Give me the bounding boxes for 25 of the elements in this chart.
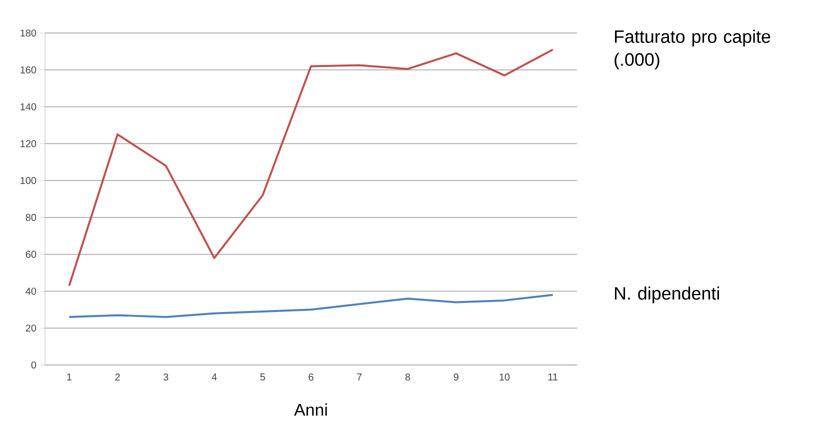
y-tick-label: 180: [20, 29, 36, 37]
x-tick-label: 7: [357, 374, 362, 380]
x-tick-label: 4: [212, 374, 217, 380]
x-tick-label: 5: [260, 374, 265, 380]
x-tick-label: 9: [454, 374, 458, 381]
y-tick-label: 140: [20, 103, 36, 110]
x-tick-label: 1: [67, 374, 72, 380]
x-tick-label: 2: [115, 374, 120, 380]
text: N. dipendenti: [614, 286, 719, 304]
x-axis-title: Anni: [294, 403, 327, 416]
y-tick-label: 80: [26, 214, 36, 221]
x-tick-label: 11: [548, 374, 558, 380]
y-tick-label: 100: [20, 177, 36, 184]
x-tick-label: 3: [164, 374, 168, 381]
text: Fatturato pro capite (.000): [614, 30, 770, 70]
y-tick-label: 160: [20, 66, 36, 74]
y-tick-label: 40: [26, 288, 36, 295]
x-tick-label: 6: [308, 374, 314, 381]
x-tick-label: 10: [500, 374, 510, 381]
line-series: [68, 48, 554, 287]
y-tick-label: 120: [20, 140, 36, 148]
y-tick-label: 60: [26, 250, 36, 258]
x-tick-label: 8: [405, 374, 410, 381]
y-tick-label: 20: [26, 324, 36, 332]
y-tick-label: 0: [31, 361, 36, 369]
